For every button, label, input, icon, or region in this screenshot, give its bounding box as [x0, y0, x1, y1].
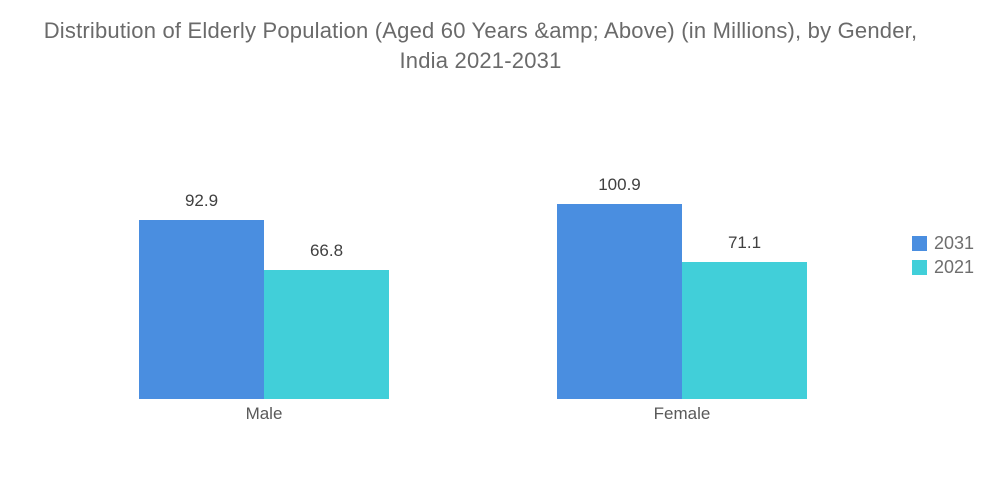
bar-group-male: 92.9 66.8 Male: [139, 191, 389, 423]
value-label: 100.9: [598, 175, 641, 194]
bar-2021-female[interactable]: [682, 262, 807, 399]
bar-column: 100.9: [557, 175, 682, 399]
bar-2031-female[interactable]: [557, 204, 682, 399]
category-label: Female: [653, 404, 711, 423]
legend-label: 2031: [934, 233, 975, 253]
category-label: Male: [245, 404, 283, 423]
value-label: 92.9: [184, 191, 219, 210]
bar-column: 92.9: [139, 191, 264, 399]
value-label: 66.8: [309, 241, 344, 260]
legend-item-2031[interactable]: 2031: [912, 233, 975, 253]
legend-swatch: [912, 260, 927, 275]
bar-2031-male[interactable]: [139, 220, 264, 399]
legend: 2031 2021: [912, 233, 975, 277]
bar-column: 66.8: [264, 241, 389, 399]
bar-2021-male[interactable]: [264, 270, 389, 399]
chart-title: Distribution of Elderly Population (Aged…: [43, 18, 918, 73]
bar-group-female: 100.9 71.1 Female: [557, 175, 807, 423]
legend-label: 2021: [934, 257, 975, 277]
bar-column: 71.1: [682, 233, 807, 399]
legend-swatch: [912, 236, 927, 251]
legend-item-2021[interactable]: 2021: [912, 257, 975, 277]
value-label: 71.1: [727, 233, 762, 252]
